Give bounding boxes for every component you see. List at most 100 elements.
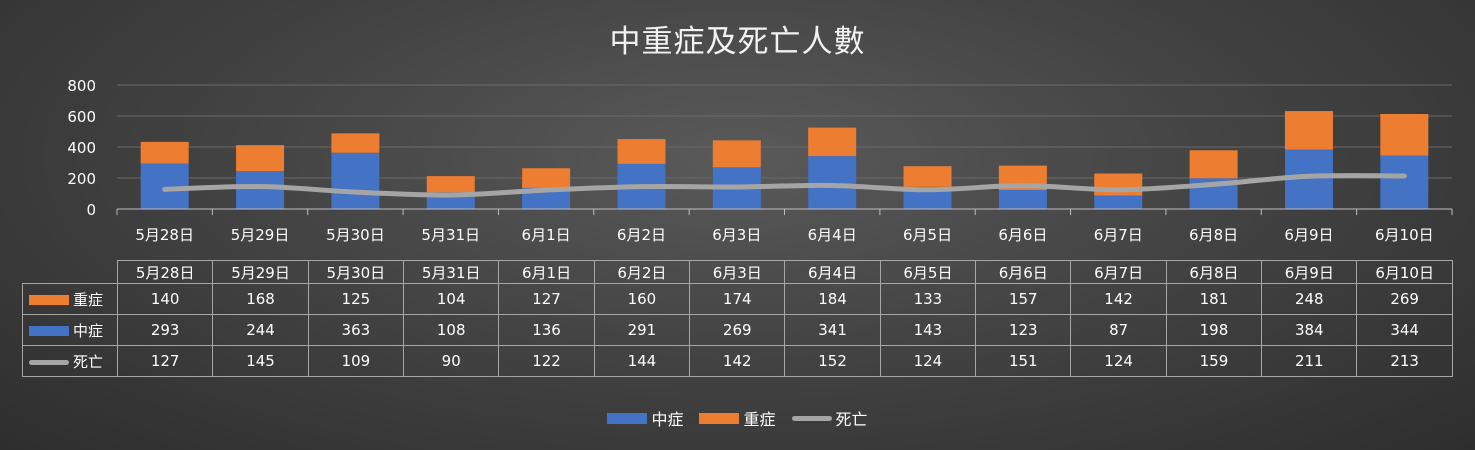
legend-key-icon: [29, 295, 69, 305]
table-cell: 174: [689, 283, 786, 315]
x-tick-label: 5月28日: [135, 226, 194, 244]
series-name: 重症: [73, 290, 104, 309]
bar-severe: [331, 133, 380, 153]
x-tick-label: 6月5日: [903, 226, 952, 244]
table-cell: 151: [975, 345, 1072, 377]
table-cell: 244: [212, 314, 309, 346]
table-row-label: 重症: [22, 283, 118, 315]
table-row: 重症 140 168 125 104 127 160 174 184 133 157 142 181 24…: [22, 283, 1453, 315]
bar-severe: [808, 127, 857, 157]
x-tick-label: 6月10日: [1375, 226, 1434, 244]
table-row-label: 中症: [22, 314, 118, 346]
table-cell: 168: [212, 283, 309, 315]
bar-severe: [903, 166, 952, 187]
table-cell: 184: [784, 283, 881, 315]
table-cell: 181: [1165, 283, 1263, 315]
bar-severe: [140, 141, 189, 164]
table-cell: 269: [1356, 283, 1453, 315]
data-table: 5月28日 5月29日 5月30日 5月31日 6月1日 6月2日 6月3日 6月4日 6月5日…: [22, 260, 1453, 377]
table-header-cell: 6月6日: [975, 260, 1072, 284]
table-cell: 269: [689, 314, 786, 346]
table-cell: 127: [498, 283, 595, 315]
table-cell: 152: [784, 345, 881, 377]
table-cell: 104: [403, 283, 500, 315]
x-tick-label: 6月9日: [1284, 226, 1333, 244]
x-tick-label: 6月7日: [1094, 226, 1143, 244]
table-cell: 108: [403, 314, 500, 346]
table-cell: 125: [307, 283, 405, 315]
table-cell: 127: [116, 345, 214, 377]
chart-title: 中重症及死亡人數: [609, 24, 866, 60]
table-cell: 341: [784, 314, 881, 346]
x-tick-label: 6月3日: [712, 226, 761, 244]
bar-moderate: [998, 189, 1047, 209]
bar-severe: [522, 168, 571, 188]
x-tick-label: 5月31日: [421, 226, 480, 244]
series-name: 中症: [73, 321, 104, 340]
legend-item: 重症: [699, 406, 776, 430]
x-tick-label: 6月4日: [808, 226, 857, 244]
death-line: [162, 173, 1407, 198]
table-cell: 123: [975, 314, 1072, 346]
table-header-cell: 5月31日: [403, 260, 500, 284]
bar-severe: [1380, 113, 1429, 156]
table-cell: 140: [116, 283, 214, 315]
table-header-cell: 5月28日: [116, 260, 214, 284]
table-cell: 384: [1261, 314, 1358, 346]
table-row: 中症 293 244 363 108 136 291 269 341 143 123 87 198 384…: [22, 314, 1453, 346]
table-cell: 133: [879, 283, 977, 315]
legend: 中症 重症 死亡: [0, 406, 1475, 430]
bar-severe: [617, 139, 666, 164]
x-tick-label: 5月30日: [326, 226, 385, 244]
table-cell: 90: [403, 345, 500, 377]
legend-label: 中症: [651, 410, 684, 429]
bar-moderate: [903, 186, 952, 209]
table-header-cell: 6月10日: [1356, 260, 1453, 284]
legend-swatch-icon: [791, 415, 832, 421]
bar-moderate: [808, 156, 857, 209]
x-tick-label: 6月2日: [617, 226, 666, 244]
legend-swatch-icon: [607, 412, 648, 424]
bar-moderate: [236, 171, 285, 209]
table-cell: 143: [879, 314, 977, 346]
table-cell: 363: [307, 314, 405, 346]
legend-label: 死亡: [835, 410, 868, 429]
table-cell: 293: [116, 314, 214, 346]
table-header-row: 5月28日 5月29日 5月30日 5月31日 6月1日 6月2日 6月3日 6月4日 6月5日…: [22, 260, 1453, 284]
bar-moderate: [1380, 155, 1429, 209]
table-cell: 213: [1356, 345, 1453, 377]
legend-label: 重症: [743, 410, 776, 429]
series-name: 死亡: [73, 352, 104, 371]
table-header-cell: 6月3日: [689, 260, 786, 284]
table-cell: 198: [1165, 314, 1263, 346]
table-header-cell: 6月4日: [784, 260, 881, 284]
table-corner: [22, 260, 118, 284]
table-cell: 144: [593, 345, 691, 377]
table-cell: 344: [1356, 314, 1453, 346]
x-tick-label: 5月29日: [231, 226, 290, 244]
table-cell: 160: [593, 283, 691, 315]
table-cell: 136: [498, 314, 595, 346]
table-cell: 122: [498, 345, 595, 377]
bar-severe: [426, 176, 475, 193]
table-cell: 124: [1070, 345, 1167, 377]
table-header-cell: 6月2日: [593, 260, 691, 284]
table-header-cell: 5月29日: [212, 260, 309, 284]
table-row-label: 死亡: [22, 345, 118, 377]
y-tick-label: 400: [67, 139, 96, 157]
x-tick-label: 6月8日: [1189, 226, 1238, 244]
bar-severe: [1284, 111, 1333, 150]
y-tick-label: 600: [67, 108, 96, 126]
x-tick-label: 6月6日: [998, 226, 1047, 244]
table-cell: 109: [307, 345, 405, 377]
y-tick-label: 800: [67, 77, 96, 95]
y-tick-label: 0: [86, 201, 96, 219]
bar-severe: [1189, 150, 1238, 179]
bar-moderate: [331, 152, 380, 209]
bar-moderate: [1094, 195, 1143, 209]
table-row: 死亡 127 145 109 90 122 144 142 152 124 151 124 159 211…: [22, 345, 1453, 377]
table-cell: 211: [1261, 345, 1358, 377]
bar-severe: [236, 145, 285, 172]
table-cell: 142: [1070, 283, 1167, 315]
